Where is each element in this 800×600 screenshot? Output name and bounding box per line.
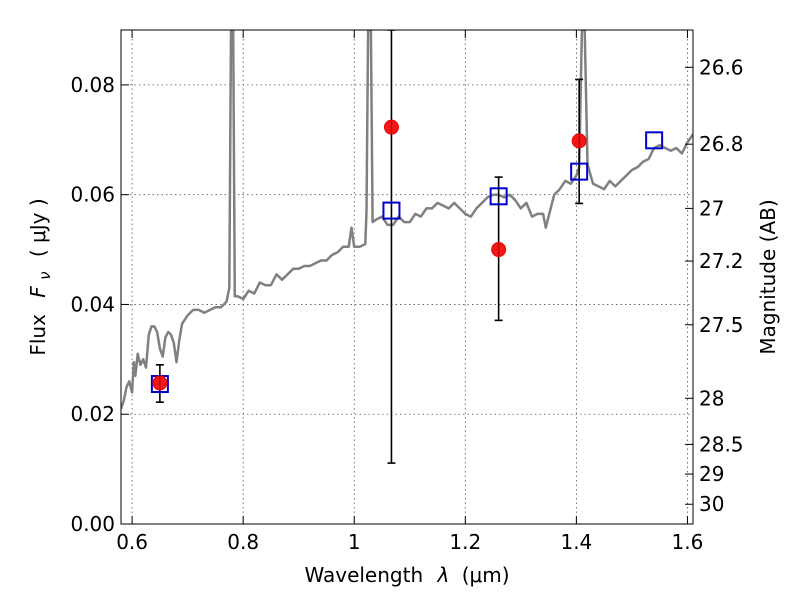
y-axis-title-symbol: F — [26, 286, 50, 298]
y2-tick-label: 27.2 — [699, 249, 744, 273]
y2-tick-label: 29 — [699, 462, 724, 486]
x-axis-title-unit: (μm) — [462, 563, 510, 587]
y-tick-label: 0.02 — [70, 402, 115, 426]
x-tick-label: 1.6 — [672, 530, 704, 554]
x-tick-label: 1.4 — [560, 530, 592, 554]
y-tick-label: 0.04 — [70, 292, 115, 316]
y2-tick-label: 30 — [699, 492, 724, 516]
y2-tick-label: 27.5 — [699, 313, 744, 337]
y-tick-label: 0.06 — [70, 183, 115, 207]
x-axis-title-symbol: λ — [437, 563, 450, 587]
y2-tick-label: 26.6 — [699, 55, 744, 79]
observed-point — [383, 119, 399, 135]
y2-tick-label: 26.8 — [699, 132, 744, 156]
x-axis-title-text: Wavelength — [304, 563, 423, 587]
observed-point — [491, 242, 507, 258]
model-spectrum-line — [121, 30, 693, 410]
y-tick-label: 0.00 — [70, 512, 115, 536]
y-axis-title-unit: ( μJy ) — [26, 198, 50, 257]
observed-point — [152, 375, 168, 391]
model-photometry-square — [382, 201, 401, 220]
observed-point — [571, 133, 587, 149]
y-axis-title: Flux F ν ( μJy ) — [26, 198, 55, 355]
y-tick-label: 0.08 — [70, 73, 115, 97]
x-axis-title: Wavelength λ (μm) — [304, 563, 509, 587]
x-tick-label: 1 — [348, 530, 361, 554]
y-axis-title-subscript: ν — [36, 271, 54, 279]
grid — [121, 30, 693, 525]
axes-ticks: 0.6 0.8 1 1.2 1.4 1.6 0.00 0.02 0.04 0.06 0.08 26.6… — [70, 30, 744, 554]
model-photometry-square — [645, 131, 664, 150]
y2-tick-label: 27 — [699, 196, 724, 220]
y2-tick-label: 28 — [699, 386, 724, 410]
x-tick-label: 0.8 — [227, 530, 259, 554]
x-tick-label: 1.2 — [449, 530, 481, 554]
model-photometry-square — [570, 162, 589, 181]
model-photometry-square — [489, 187, 508, 206]
y2-tick-label: 28.5 — [699, 432, 744, 456]
x-tick-label: 0.6 — [116, 530, 148, 554]
plot-area — [121, 30, 693, 464]
plot-frame — [120, 29, 694, 525]
y2-axis-title: Magnitude (AB) — [756, 199, 780, 354]
y-axis-title-text: Flux — [26, 314, 50, 356]
